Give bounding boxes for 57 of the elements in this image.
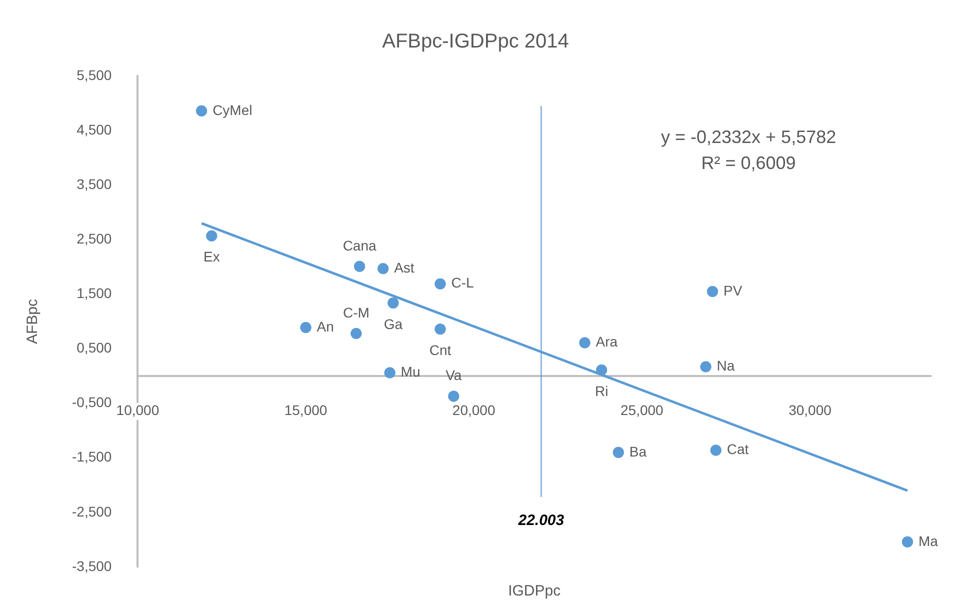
y-tick-label: -3,500 [72, 558, 112, 574]
point [579, 337, 590, 348]
ref-line-label: 22.003 [517, 512, 565, 530]
annotation: Na [716, 358, 735, 374]
annotation: y = -0,2332x + 5,5782 [660, 126, 836, 147]
y-tick-label: 4,500 [76, 121, 112, 138]
annotation: PV [724, 282, 743, 298]
point [434, 324, 446, 335]
y-tick-label: 5,500 [76, 66, 112, 83]
y-tick-label: 1,500 [76, 285, 112, 302]
x-tick-label: 25,000 [620, 402, 664, 418]
annotation: C-M [342, 304, 370, 320]
annotation: R² = 0,6009 [701, 152, 796, 173]
chart-title: AFBpc-IGDPpc 2014 [382, 30, 569, 53]
point [378, 263, 389, 274]
y-tick-label: 3,500 [76, 176, 112, 192]
x-axis-title: IGDPpc [508, 582, 562, 600]
annotation: Cnt [429, 342, 452, 358]
point [902, 536, 913, 548]
annotation: Cana [342, 237, 376, 254]
annotation: Cat [726, 441, 749, 458]
annotation: Va [446, 367, 462, 384]
point [354, 260, 366, 272]
y-axis-title: AFBpc [24, 298, 42, 344]
x-tick-label: 20,000 [452, 402, 496, 418]
point [350, 328, 362, 339]
point [196, 105, 208, 116]
annotation: Ara [596, 334, 618, 350]
annotation: Ma [918, 532, 938, 549]
point [300, 322, 312, 333]
annotation: An [316, 318, 334, 334]
y-tick-label: -0,500 [72, 394, 112, 410]
y-tick-label: 2,500 [76, 230, 112, 247]
point [206, 230, 218, 242]
y-tick-label: -1,500 [72, 448, 112, 465]
annotation: Ex [203, 248, 220, 265]
annotation: Mu [400, 364, 420, 380]
annotation: Ast [394, 259, 414, 276]
x-tick-label: 30,000 [788, 402, 832, 418]
point [388, 297, 399, 308]
x-tick-label: 10,000 [116, 402, 160, 418]
annotation: Ba [629, 443, 647, 460]
point [700, 361, 712, 372]
y-tick-label: 0,500 [76, 340, 112, 356]
point [434, 278, 446, 290]
point [710, 444, 722, 456]
point [596, 364, 608, 376]
y-tick-label: -2,500 [72, 503, 112, 520]
point [707, 286, 718, 297]
annotation: Ri [594, 382, 608, 399]
point [384, 367, 396, 378]
annotation: Ga [384, 316, 403, 332]
annotation: CyMel [212, 102, 252, 118]
point [448, 390, 460, 402]
annotation: C-L [451, 274, 474, 291]
x-tick-label: 15,000 [284, 402, 328, 418]
point [612, 446, 624, 458]
